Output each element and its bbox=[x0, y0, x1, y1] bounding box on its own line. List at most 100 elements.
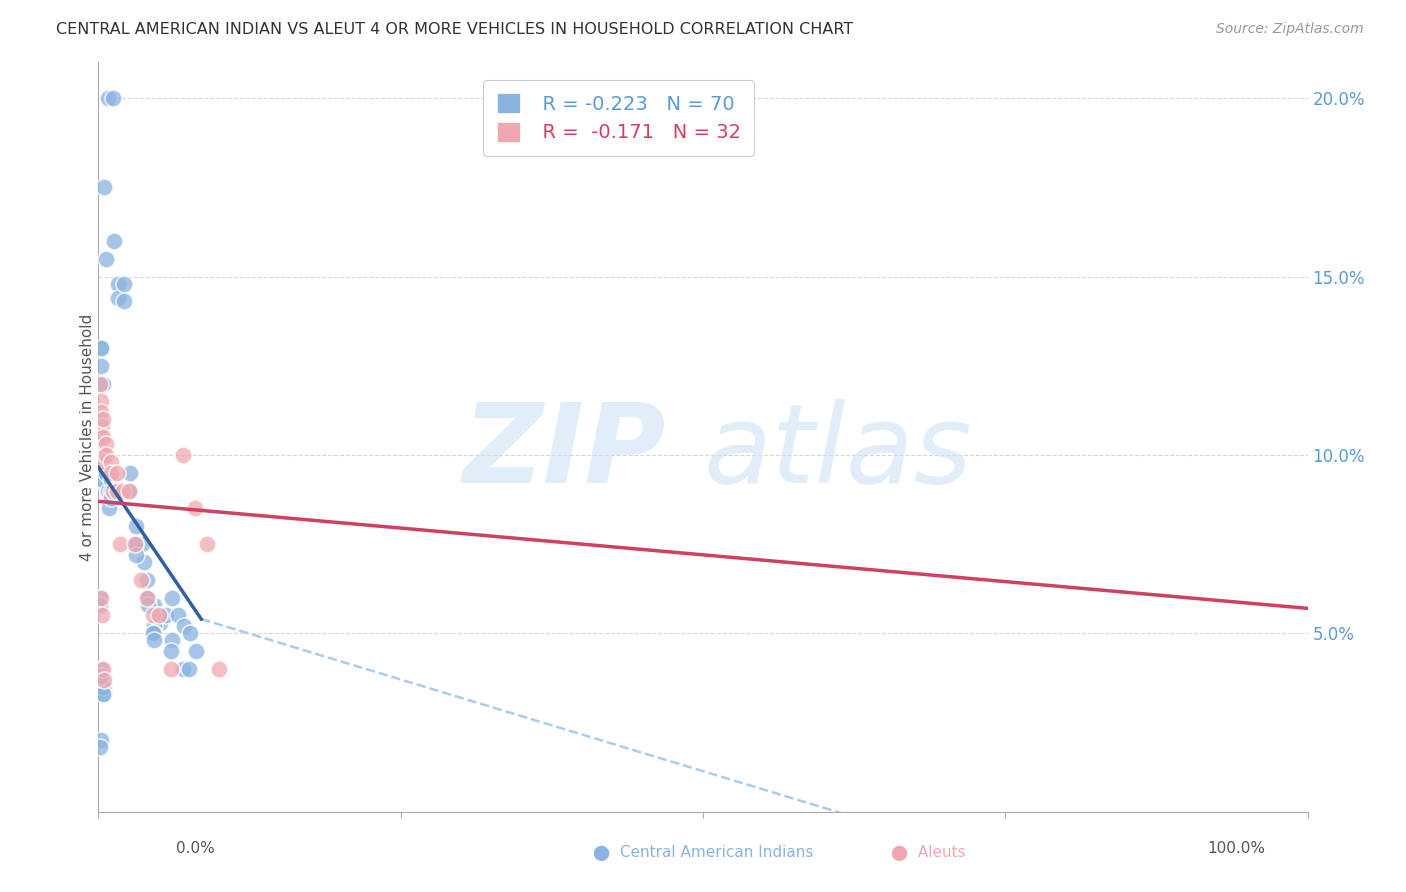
Point bbox=[131, 537, 153, 551]
Point bbox=[94, 448, 117, 462]
Point bbox=[107, 291, 129, 305]
Point bbox=[91, 473, 114, 487]
Point bbox=[184, 501, 207, 516]
Point bbox=[172, 662, 194, 676]
Point bbox=[143, 633, 166, 648]
Point bbox=[208, 662, 231, 676]
Point bbox=[90, 591, 112, 605]
Point bbox=[108, 537, 131, 551]
Point bbox=[179, 626, 201, 640]
Text: ⬤  Aleuts: ⬤ Aleuts bbox=[890, 845, 966, 861]
Point bbox=[100, 455, 122, 469]
Point bbox=[97, 91, 120, 105]
Point bbox=[94, 252, 117, 266]
Point bbox=[148, 608, 170, 623]
Y-axis label: 4 or more Vehicles in Household: 4 or more Vehicles in Household bbox=[80, 313, 94, 561]
Point bbox=[91, 376, 114, 391]
Point bbox=[91, 680, 114, 694]
Point bbox=[97, 483, 120, 498]
Text: 0.0%: 0.0% bbox=[176, 841, 215, 856]
Point bbox=[129, 573, 152, 587]
Point bbox=[91, 412, 114, 426]
Point bbox=[93, 448, 115, 462]
Point bbox=[93, 687, 115, 701]
Point bbox=[118, 483, 141, 498]
Point bbox=[143, 626, 166, 640]
Point bbox=[100, 491, 122, 505]
Point bbox=[89, 412, 111, 426]
Point bbox=[89, 466, 111, 480]
Point bbox=[93, 680, 115, 694]
Point bbox=[90, 359, 112, 373]
Point bbox=[90, 458, 112, 473]
Point bbox=[89, 430, 111, 444]
Point bbox=[93, 180, 115, 194]
Point bbox=[143, 598, 166, 612]
Point bbox=[91, 466, 114, 480]
Point bbox=[90, 669, 112, 683]
Point bbox=[179, 662, 201, 676]
Point bbox=[91, 662, 114, 676]
Point bbox=[125, 537, 148, 551]
Point bbox=[167, 608, 190, 623]
Point bbox=[89, 376, 111, 391]
Point bbox=[100, 466, 122, 480]
Point bbox=[160, 633, 183, 648]
Point bbox=[135, 591, 157, 605]
Point bbox=[94, 437, 117, 451]
Point bbox=[91, 341, 114, 355]
Point bbox=[91, 687, 114, 701]
Point bbox=[160, 662, 183, 676]
Text: Source: ZipAtlas.com: Source: ZipAtlas.com bbox=[1216, 22, 1364, 37]
Point bbox=[89, 740, 111, 755]
Point bbox=[89, 591, 111, 605]
Point bbox=[90, 341, 112, 355]
Point bbox=[105, 466, 128, 480]
Point bbox=[142, 608, 165, 623]
Point bbox=[107, 277, 129, 291]
Point bbox=[112, 294, 135, 309]
Point bbox=[90, 405, 112, 419]
Point bbox=[93, 673, 115, 687]
Point bbox=[91, 419, 114, 434]
Point bbox=[118, 483, 141, 498]
Point bbox=[103, 234, 125, 248]
Point bbox=[100, 473, 122, 487]
Point bbox=[89, 598, 111, 612]
Point bbox=[90, 466, 112, 480]
Point bbox=[136, 598, 159, 612]
Point bbox=[149, 615, 172, 630]
Point bbox=[173, 619, 195, 633]
Point bbox=[91, 608, 114, 623]
Point bbox=[136, 591, 159, 605]
Point bbox=[98, 501, 121, 516]
Point bbox=[91, 376, 114, 391]
Point bbox=[160, 591, 183, 605]
Point bbox=[90, 662, 112, 676]
Point bbox=[134, 555, 156, 569]
Point bbox=[125, 519, 148, 533]
Point bbox=[148, 608, 170, 623]
Point bbox=[93, 455, 115, 469]
Text: 100.0%: 100.0% bbox=[1208, 841, 1265, 856]
Point bbox=[100, 483, 122, 498]
Point bbox=[112, 277, 135, 291]
Point bbox=[111, 483, 134, 498]
Point bbox=[94, 466, 117, 480]
Point bbox=[105, 483, 128, 498]
Point bbox=[186, 644, 208, 658]
Point bbox=[143, 619, 166, 633]
Point bbox=[101, 483, 124, 498]
Point bbox=[89, 473, 111, 487]
Point bbox=[135, 573, 157, 587]
Point bbox=[124, 537, 146, 551]
Point bbox=[155, 608, 177, 623]
Point bbox=[94, 448, 117, 462]
Text: atlas: atlas bbox=[703, 399, 972, 506]
Point bbox=[91, 430, 114, 444]
Point bbox=[195, 537, 218, 551]
Point bbox=[101, 91, 124, 105]
Legend:   R = -0.223   N = 70,   R =  -0.171   N = 32: R = -0.223 N = 70, R = -0.171 N = 32 bbox=[484, 79, 754, 156]
Point bbox=[160, 644, 183, 658]
Text: ⬤  Central American Indians: ⬤ Central American Indians bbox=[593, 845, 813, 861]
